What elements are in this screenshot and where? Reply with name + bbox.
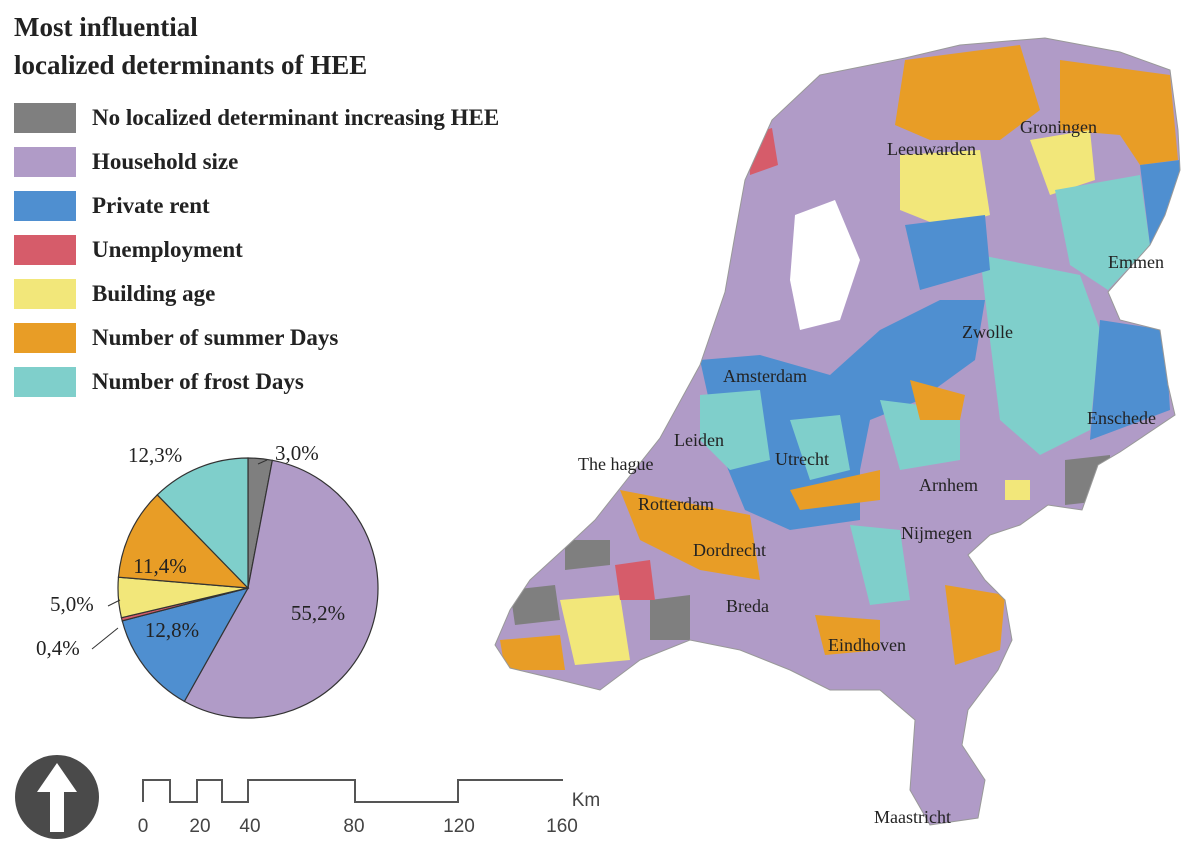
city-label: Emmen bbox=[1108, 252, 1164, 272]
city-label: The hague bbox=[578, 454, 653, 474]
title-line-2: localized determinants of HEE bbox=[14, 50, 368, 80]
region-frost-days bbox=[1055, 175, 1150, 290]
north-arrow-icon bbox=[15, 755, 99, 839]
legend-label: Household size bbox=[92, 149, 239, 174]
city-label: Eindhoven bbox=[828, 635, 906, 655]
region-summer-days bbox=[895, 45, 1040, 140]
netherlands-map: Leeuwarden Groningen Emmen Zwolle Amster… bbox=[494, 37, 1181, 827]
region-frost-days bbox=[980, 255, 1100, 455]
region-summer-days bbox=[910, 380, 965, 420]
legend-item-building-age: Building age bbox=[14, 272, 499, 316]
pie-leader-line bbox=[107, 599, 121, 607]
city-label: Dordrecht bbox=[693, 540, 766, 560]
region-building-age bbox=[1030, 130, 1095, 195]
pie-slice-label: 12,3% bbox=[128, 443, 182, 467]
city-label: Amsterdam bbox=[723, 366, 807, 386]
pie-slice-label: 11,4% bbox=[133, 554, 186, 578]
map-furniture: 0 20 40 80 120 160 Km bbox=[15, 755, 601, 839]
legend-swatch bbox=[14, 367, 76, 397]
pie-slice bbox=[183, 459, 379, 719]
city-label: Enschede bbox=[1087, 408, 1156, 428]
title-line-1: Most influential bbox=[14, 12, 198, 42]
region-building-age bbox=[900, 150, 990, 228]
city-label: Rotterdam bbox=[638, 494, 714, 514]
pie-slice-label: 5,0% bbox=[50, 592, 94, 616]
region-summer-days bbox=[945, 585, 1005, 665]
scale-tick: 80 bbox=[343, 816, 364, 837]
legend-item-summer-days: Number of summer Days bbox=[14, 316, 499, 360]
pie-slice-label: 12,8% bbox=[145, 618, 199, 642]
city-label: Zwolle bbox=[962, 322, 1013, 342]
region-unemployment bbox=[615, 560, 655, 600]
pie-slice-label: 3,0% bbox=[275, 441, 319, 465]
city-label: Nijmegen bbox=[901, 523, 972, 543]
pie-leader-line bbox=[257, 459, 268, 465]
region-frost-days bbox=[790, 415, 850, 480]
pie-slice-label: 0,4% bbox=[36, 636, 80, 660]
legend-swatch bbox=[14, 279, 76, 309]
legend-swatch bbox=[14, 191, 76, 221]
region-private-rent bbox=[905, 215, 990, 290]
pie-leader-line bbox=[91, 627, 119, 650]
legend-swatch bbox=[14, 147, 76, 177]
region-no-determinant bbox=[565, 540, 610, 570]
legend-label: No localized determinant increasing HEE bbox=[92, 105, 500, 130]
city-label: Utrecht bbox=[775, 449, 829, 469]
legend-item-household-size: Household size bbox=[14, 140, 499, 184]
region-frost-days bbox=[700, 390, 770, 470]
region-building-age bbox=[560, 595, 630, 665]
legend-swatch bbox=[14, 235, 76, 265]
scale-tick: 160 bbox=[546, 816, 578, 837]
scale-unit: Km bbox=[572, 790, 601, 811]
region-summer-days bbox=[500, 635, 565, 670]
city-label: Leeuwarden bbox=[887, 139, 976, 159]
region-no-determinant bbox=[1065, 455, 1110, 505]
region-building-age bbox=[1005, 480, 1030, 500]
pie-slice-label: 55,2% bbox=[291, 601, 345, 625]
city-label: Maastricht bbox=[874, 807, 951, 827]
city-label: Leiden bbox=[674, 430, 724, 450]
legend-swatch bbox=[14, 103, 76, 133]
legend-item-none: No localized determinant increasing HEE bbox=[14, 96, 499, 140]
region-private-rent bbox=[1090, 320, 1170, 440]
legend-item-frost-days: Number of frost Days bbox=[14, 360, 499, 404]
legend-label: Number of summer Days bbox=[92, 325, 339, 350]
city-label: Groningen bbox=[1020, 117, 1097, 137]
scale-tick: 40 bbox=[239, 816, 260, 837]
legend-label: Private rent bbox=[92, 193, 210, 218]
region-water bbox=[790, 200, 860, 330]
region-summer-days bbox=[790, 470, 880, 510]
city-label: Breda bbox=[726, 596, 769, 616]
scale-bar: 0 20 40 80 120 160 Km bbox=[138, 779, 601, 837]
pie-slice bbox=[156, 457, 249, 590]
region-summer-days bbox=[620, 490, 760, 580]
pie-slice bbox=[117, 494, 250, 589]
region-private-rent bbox=[700, 300, 985, 530]
legend-label: Unemployment bbox=[92, 237, 243, 262]
city-label: Arnhem bbox=[919, 475, 978, 495]
city-labels: Leeuwarden Groningen Emmen Zwolle Amster… bbox=[578, 117, 1164, 827]
scale-tick: 0 bbox=[138, 816, 149, 837]
map-title: Most influential localized determinants … bbox=[14, 8, 367, 84]
region-summer-days bbox=[815, 615, 880, 655]
legend: No localized determinant increasing HEE … bbox=[14, 96, 499, 404]
legend-item-private-rent: Private rent bbox=[14, 184, 499, 228]
region-frost-days bbox=[850, 525, 910, 605]
pie-slice bbox=[121, 587, 250, 703]
region-no-determinant bbox=[510, 585, 560, 625]
region-summer-days bbox=[1060, 60, 1178, 165]
country-outline bbox=[494, 37, 1181, 826]
legend-swatch bbox=[14, 323, 76, 353]
region-no-determinant bbox=[650, 595, 690, 640]
scale-tick: 20 bbox=[189, 816, 210, 837]
legend-label: Number of frost Days bbox=[92, 369, 304, 394]
pie-chart: 3,0% 55,2% 12,8% 0,4% 5,0% 11,4% 12,3% bbox=[36, 441, 379, 719]
legend-item-unemployment: Unemployment bbox=[14, 228, 499, 272]
scale-tick: 120 bbox=[443, 816, 475, 837]
legend-label: Building age bbox=[92, 281, 216, 306]
